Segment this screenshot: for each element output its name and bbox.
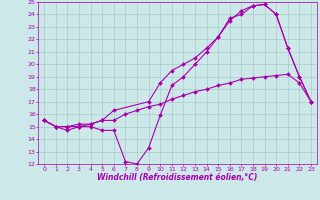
- X-axis label: Windchill (Refroidissement éolien,°C): Windchill (Refroidissement éolien,°C): [97, 173, 258, 182]
